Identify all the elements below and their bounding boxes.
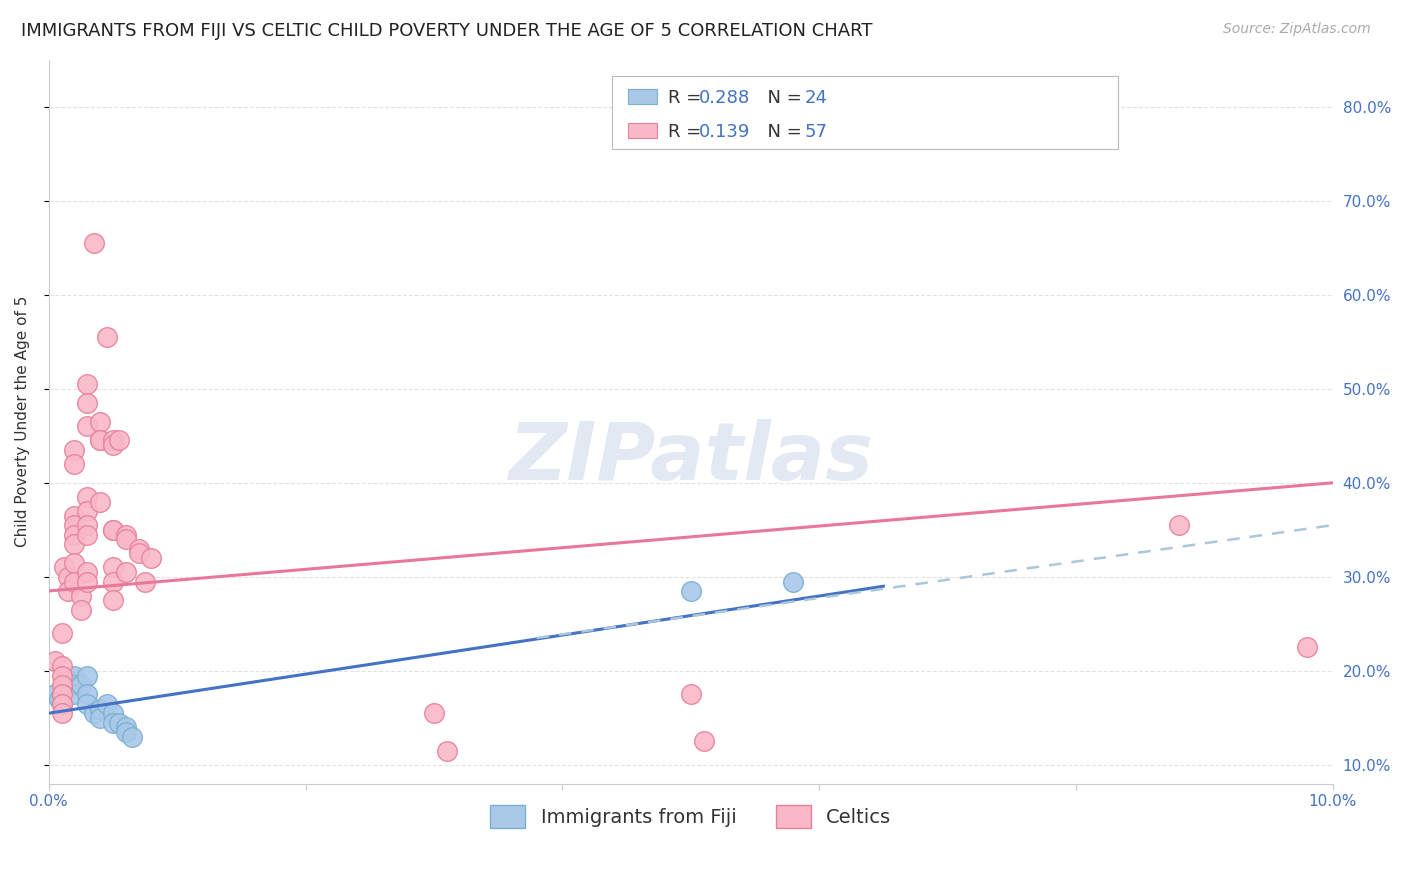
Point [679,687,702,701]
Point [101,434,124,448]
Text: 0.288: 0.288 [699,89,749,107]
Text: N =: N = [756,89,808,107]
Point [114,527,136,541]
Point [89,711,111,725]
Point [70,589,93,603]
Point [51,668,73,682]
Text: ZIPatlas: ZIPatlas [508,419,873,497]
Point [121,730,143,744]
Point [76,490,98,504]
Text: Source: ZipAtlas.com: Source: ZipAtlas.com [1223,22,1371,37]
Point [101,438,124,452]
Text: 57: 57 [804,123,827,141]
Point [89,434,111,448]
Point [76,565,98,579]
Text: R =: R = [668,123,713,141]
Point [76,668,98,682]
Point [44,687,66,701]
Point [63,687,86,701]
Point [51,626,73,640]
Point [128,541,150,556]
Text: IMMIGRANTS FROM FIJI VS CELTIC CHILD POVERTY UNDER THE AGE OF 5 CORRELATION CHAR: IMMIGRANTS FROM FIJI VS CELTIC CHILD POV… [21,22,873,40]
Point [101,715,124,730]
Point [51,697,73,711]
Legend: Immigrants from Fiji, Celtics: Immigrants from Fiji, Celtics [482,797,898,836]
Point [56,570,79,584]
Point [76,518,98,533]
Point [63,457,86,471]
Point [63,537,86,551]
Point [63,574,86,589]
Point [56,673,79,688]
Point [53,560,76,574]
Point [83,706,105,721]
Point [70,678,93,692]
Text: R =: R = [668,89,707,107]
Point [436,744,458,758]
Point [692,734,714,748]
Point [44,655,66,669]
Point [141,551,163,566]
Point [114,565,136,579]
Point [51,687,73,701]
Point [51,687,73,701]
Point [51,697,73,711]
Point [101,593,124,607]
Point [76,377,98,392]
Point [101,560,124,574]
Point [89,434,111,448]
Point [1296,640,1319,655]
Point [114,533,136,547]
Point [63,678,86,692]
Point [76,697,98,711]
Point [679,584,702,599]
Point [101,574,124,589]
Text: 24: 24 [804,89,827,107]
Point [76,574,98,589]
Point [108,434,131,448]
Point [1167,518,1189,533]
Point [70,603,93,617]
Point [76,419,98,434]
Point [63,556,86,570]
Point [101,523,124,537]
Text: 0.139: 0.139 [699,123,751,141]
Point [83,235,105,250]
Point [128,546,150,560]
Point [134,574,156,589]
Point [101,523,124,537]
Point [89,415,111,429]
Point [114,725,136,739]
Point [76,396,98,410]
Point [63,508,86,523]
Point [423,706,446,721]
Point [89,701,111,715]
Point [51,706,73,721]
Point [101,706,124,721]
Point [51,659,73,673]
Point [114,720,136,734]
Point [89,494,111,508]
Point [51,678,73,692]
Point [96,697,118,711]
Point [63,668,86,682]
Point [108,715,131,730]
Point [76,527,98,541]
Point [96,330,118,344]
Point [76,504,98,518]
Y-axis label: Child Poverty Under the Age of 5: Child Poverty Under the Age of 5 [15,296,30,548]
Point [63,442,86,457]
Point [63,527,86,541]
Point [76,687,98,701]
Point [48,692,70,706]
Point [782,574,804,589]
Text: N =: N = [756,123,808,141]
Point [56,584,79,599]
Point [63,518,86,533]
